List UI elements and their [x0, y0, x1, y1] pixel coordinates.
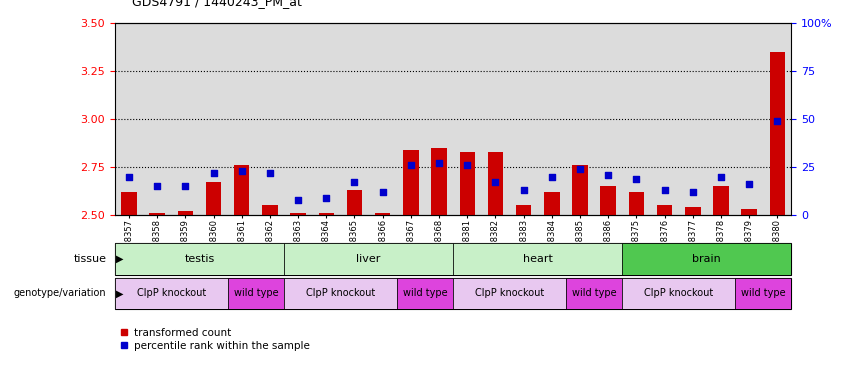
Bar	[713, 186, 728, 215]
Bar	[488, 152, 503, 215]
Bar	[206, 182, 221, 215]
Text: brain: brain	[693, 254, 722, 264]
Bar	[115, 278, 228, 309]
Bar	[572, 165, 588, 215]
Point	[432, 160, 446, 166]
Bar	[234, 165, 249, 215]
Bar	[375, 213, 391, 215]
Bar	[657, 205, 672, 215]
Point	[630, 175, 643, 182]
Bar	[460, 152, 475, 215]
Text: wild type: wild type	[233, 288, 278, 298]
Bar	[150, 213, 165, 215]
Point	[404, 162, 418, 168]
Point	[291, 197, 305, 203]
Text: ▶: ▶	[116, 254, 123, 264]
Text: tissue: tissue	[73, 254, 106, 264]
Point	[263, 170, 277, 176]
Bar	[622, 278, 735, 309]
Bar	[284, 243, 453, 275]
Text: genotype/variation: genotype/variation	[14, 288, 106, 298]
Point	[348, 179, 362, 185]
Bar	[769, 52, 785, 215]
Bar	[346, 190, 363, 215]
Point	[517, 187, 530, 193]
Text: wild type: wild type	[572, 288, 616, 298]
Text: ClpP knockout: ClpP knockout	[306, 288, 375, 298]
Bar	[741, 209, 757, 215]
Bar	[601, 186, 616, 215]
Point	[179, 183, 192, 189]
Point	[151, 183, 164, 189]
Legend: transformed count, percentile rank within the sample: transformed count, percentile rank withi…	[120, 328, 310, 351]
Bar	[735, 278, 791, 309]
Text: wild type: wild type	[403, 288, 448, 298]
Bar	[318, 213, 334, 215]
Point	[714, 174, 728, 180]
Bar	[453, 243, 622, 275]
Point	[658, 187, 671, 193]
Point	[235, 168, 248, 174]
Point	[460, 162, 474, 168]
Text: ClpP knockout: ClpP knockout	[137, 288, 206, 298]
Point	[574, 166, 587, 172]
Point	[686, 189, 700, 195]
Bar	[262, 205, 277, 215]
Text: liver: liver	[357, 254, 380, 264]
Bar	[403, 150, 419, 215]
Bar	[544, 192, 560, 215]
Bar	[178, 211, 193, 215]
Bar	[228, 278, 284, 309]
Text: heart: heart	[523, 254, 552, 264]
Point	[123, 174, 136, 180]
Text: ClpP knockout: ClpP knockout	[475, 288, 544, 298]
Text: testis: testis	[185, 254, 214, 264]
Point	[376, 189, 390, 195]
Bar	[431, 148, 447, 215]
Bar	[566, 278, 622, 309]
Point	[545, 174, 558, 180]
Bar	[397, 278, 453, 309]
Bar	[685, 207, 700, 215]
Bar	[622, 243, 791, 275]
Text: wild type: wild type	[741, 288, 785, 298]
Point	[319, 195, 333, 201]
Bar	[290, 213, 306, 215]
Text: GDS4791 / 1440243_PM_at: GDS4791 / 1440243_PM_at	[132, 0, 302, 8]
Bar	[121, 192, 137, 215]
Point	[488, 179, 502, 185]
Bar	[115, 243, 284, 275]
Bar	[516, 205, 531, 215]
Point	[602, 172, 615, 178]
Point	[742, 181, 756, 187]
Text: ClpP knockout: ClpP knockout	[644, 288, 713, 298]
Text: ▶: ▶	[116, 288, 123, 298]
Point	[207, 170, 220, 176]
Bar	[284, 278, 397, 309]
Point	[770, 118, 784, 124]
Bar	[453, 278, 566, 309]
Bar	[629, 192, 644, 215]
